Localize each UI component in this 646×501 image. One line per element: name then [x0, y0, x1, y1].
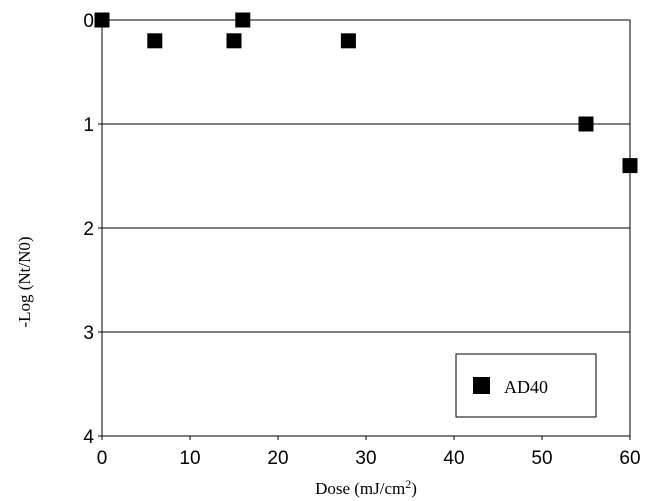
legend: AD40 [455, 353, 597, 418]
y-tick-label: 0 [83, 11, 94, 32]
gridlines [102, 123, 630, 333]
data-points [94, 12, 638, 174]
x-axis-title-end: ) [411, 479, 417, 498]
y-tick-label: 2 [83, 219, 94, 240]
data-point [622, 158, 638, 174]
x-tick-label: 50 [531, 448, 552, 469]
x-tick-label: 20 [267, 448, 288, 469]
data-point [578, 116, 594, 132]
x-axis-title: Dose (mJ/cm2) [315, 477, 417, 498]
y-tick-label: 4 [83, 427, 94, 448]
y-axis-ticks: 0 1 2 3 4 [83, 11, 102, 448]
x-tick-label: 30 [355, 448, 376, 469]
data-point [226, 33, 242, 49]
y-tick-label: 1 [83, 115, 94, 136]
x-axis-title-superscript: 2 [405, 477, 411, 491]
data-point [340, 33, 356, 49]
x-tick-label: 60 [619, 448, 640, 469]
x-tick-label: 10 [179, 448, 200, 469]
x-axis-ticks: 0 10 20 30 40 50 60 [97, 436, 641, 469]
legend-label: AD40 [504, 377, 548, 397]
y-axis-title: -Log (Nt/N0) [15, 236, 34, 327]
data-point [235, 12, 251, 28]
data-point [94, 12, 110, 28]
x-tick-label: 40 [443, 448, 464, 469]
y-tick-label: 3 [83, 323, 94, 344]
data-point [147, 33, 163, 49]
x-axis-title-main: Dose (mJ/cm [315, 479, 405, 498]
legend-marker [473, 377, 490, 394]
x-tick-label: 0 [97, 448, 108, 469]
